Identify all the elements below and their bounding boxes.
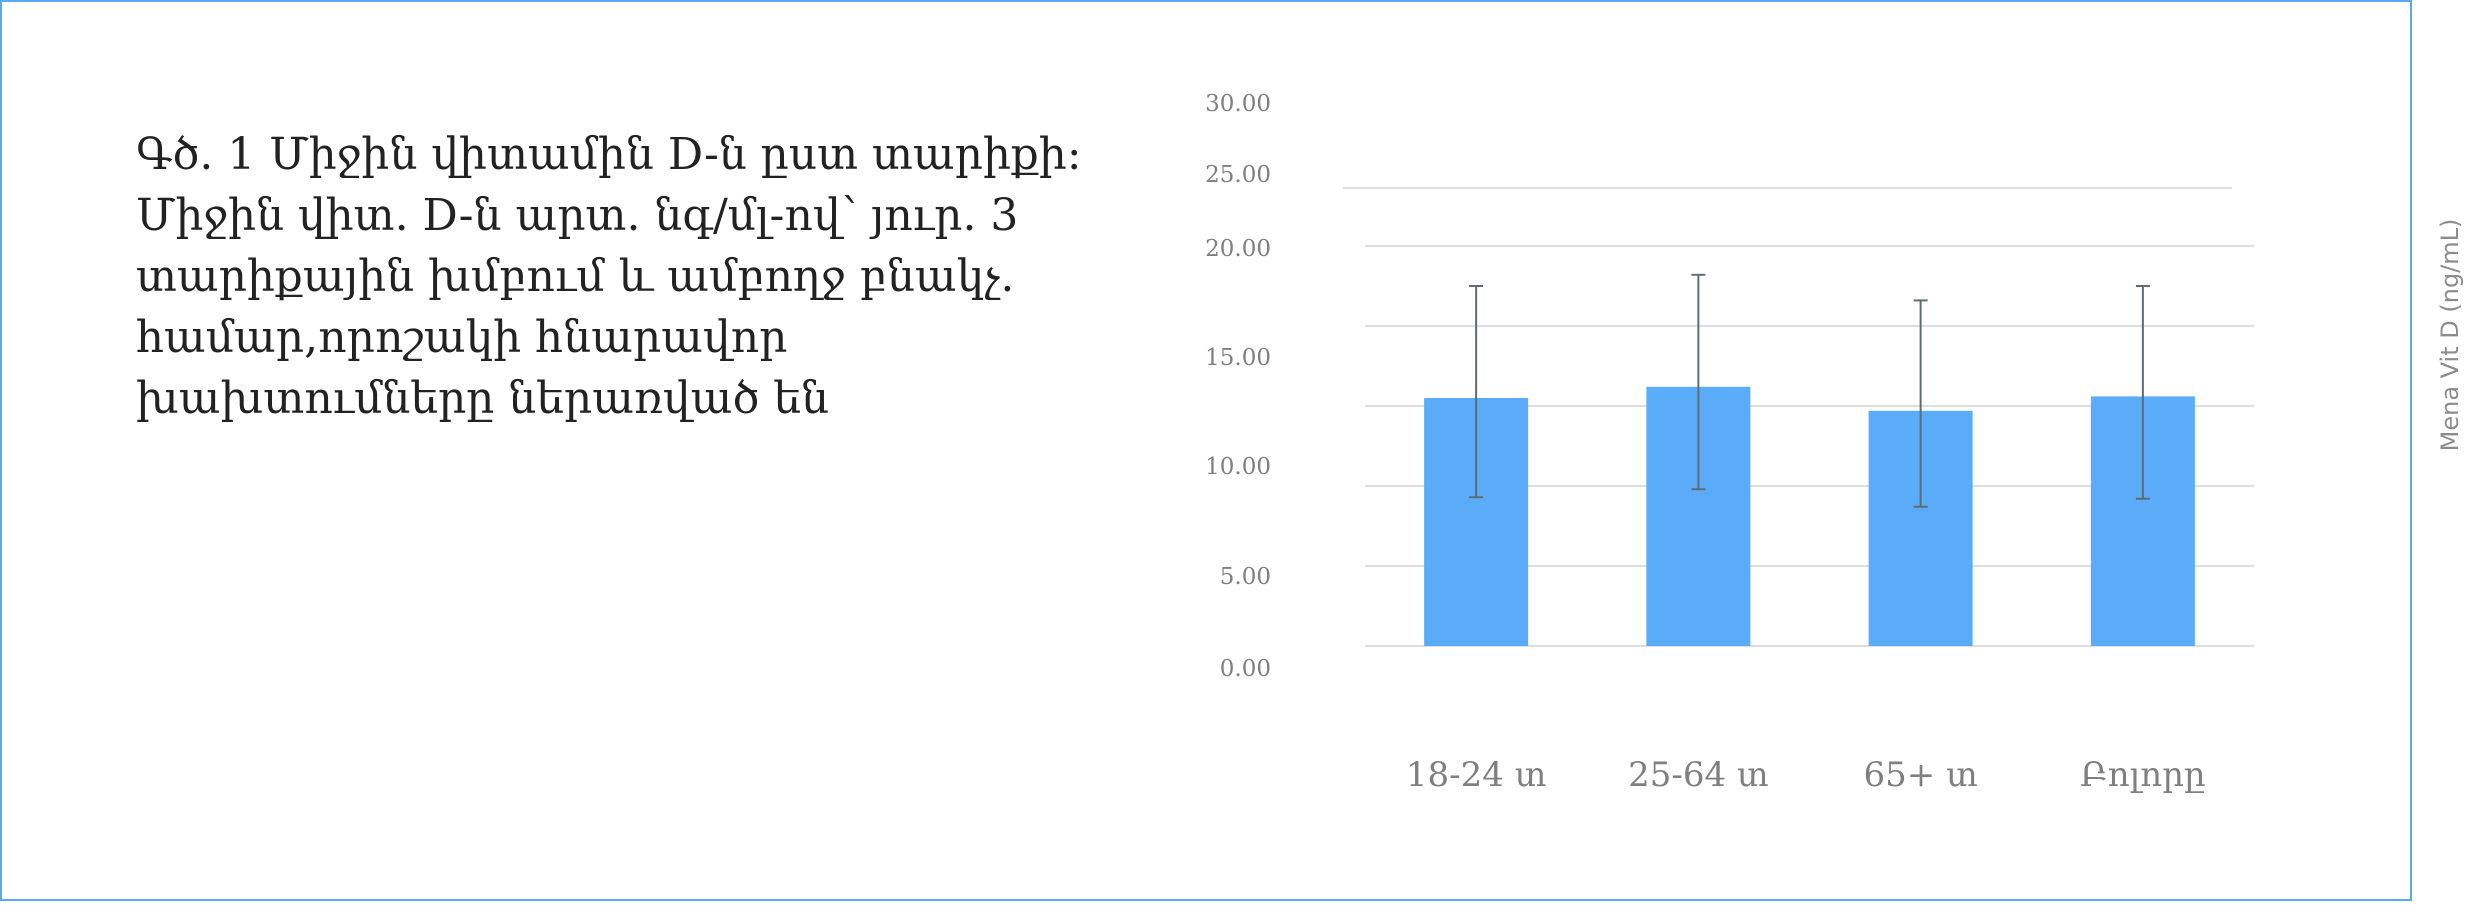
x-axis-ticks: 18-24 տ 25-64 տ 65+ տ Բոլորը <box>1406 755 2206 795</box>
caption-line-2: Միջին վիտ. D-ն արտ. նգ/մլ-ով՝ յուր. 3 <box>136 190 1019 241</box>
y-tick-label: 15.00 <box>1205 345 1271 371</box>
x-tick-label: 25-64 տ <box>1628 755 1768 795</box>
caption-line-3: տարիքային խմբում և ամբողջ բնակչ. <box>136 251 1015 302</box>
figure-caption: Գծ. 1 Միջին վիտամին D-ն ըստ տարիքի: Միջի… <box>136 124 1096 429</box>
y-axis-label: Mena Vit D (ng/mL) <box>2436 219 2464 452</box>
y-tick-label: 5.00 <box>1220 564 1271 590</box>
caption-line-1: Գծ. 1 Միջին վիտամին D-ն ըստ տարիքի: <box>136 129 1082 180</box>
caption-line-4: համար,որոշակի հնարավոր <box>136 312 788 363</box>
x-tick-label: 65+ տ <box>1864 755 1978 795</box>
error-bars <box>1469 273 2150 508</box>
caption-line-5: խախտումները ներառված են <box>136 373 829 424</box>
slide-frame <box>0 0 2412 901</box>
y-tick-label: 10.00 <box>1205 454 1271 480</box>
y-tick-label: 30.00 <box>1205 91 1271 117</box>
y-tick-label: 20.00 <box>1205 236 1271 262</box>
y-axis-ticks: 0.00 5.00 10.00 15.00 20.00 25.00 30.00 <box>1205 91 1271 682</box>
x-tick-label: 18-24 տ <box>1406 755 1546 795</box>
x-tick-label: Բոլորը <box>2080 755 2206 795</box>
y-tick-label: 0.00 <box>1220 656 1271 682</box>
y-tick-label: 25.00 <box>1205 162 1271 188</box>
bars <box>1424 386 2195 646</box>
